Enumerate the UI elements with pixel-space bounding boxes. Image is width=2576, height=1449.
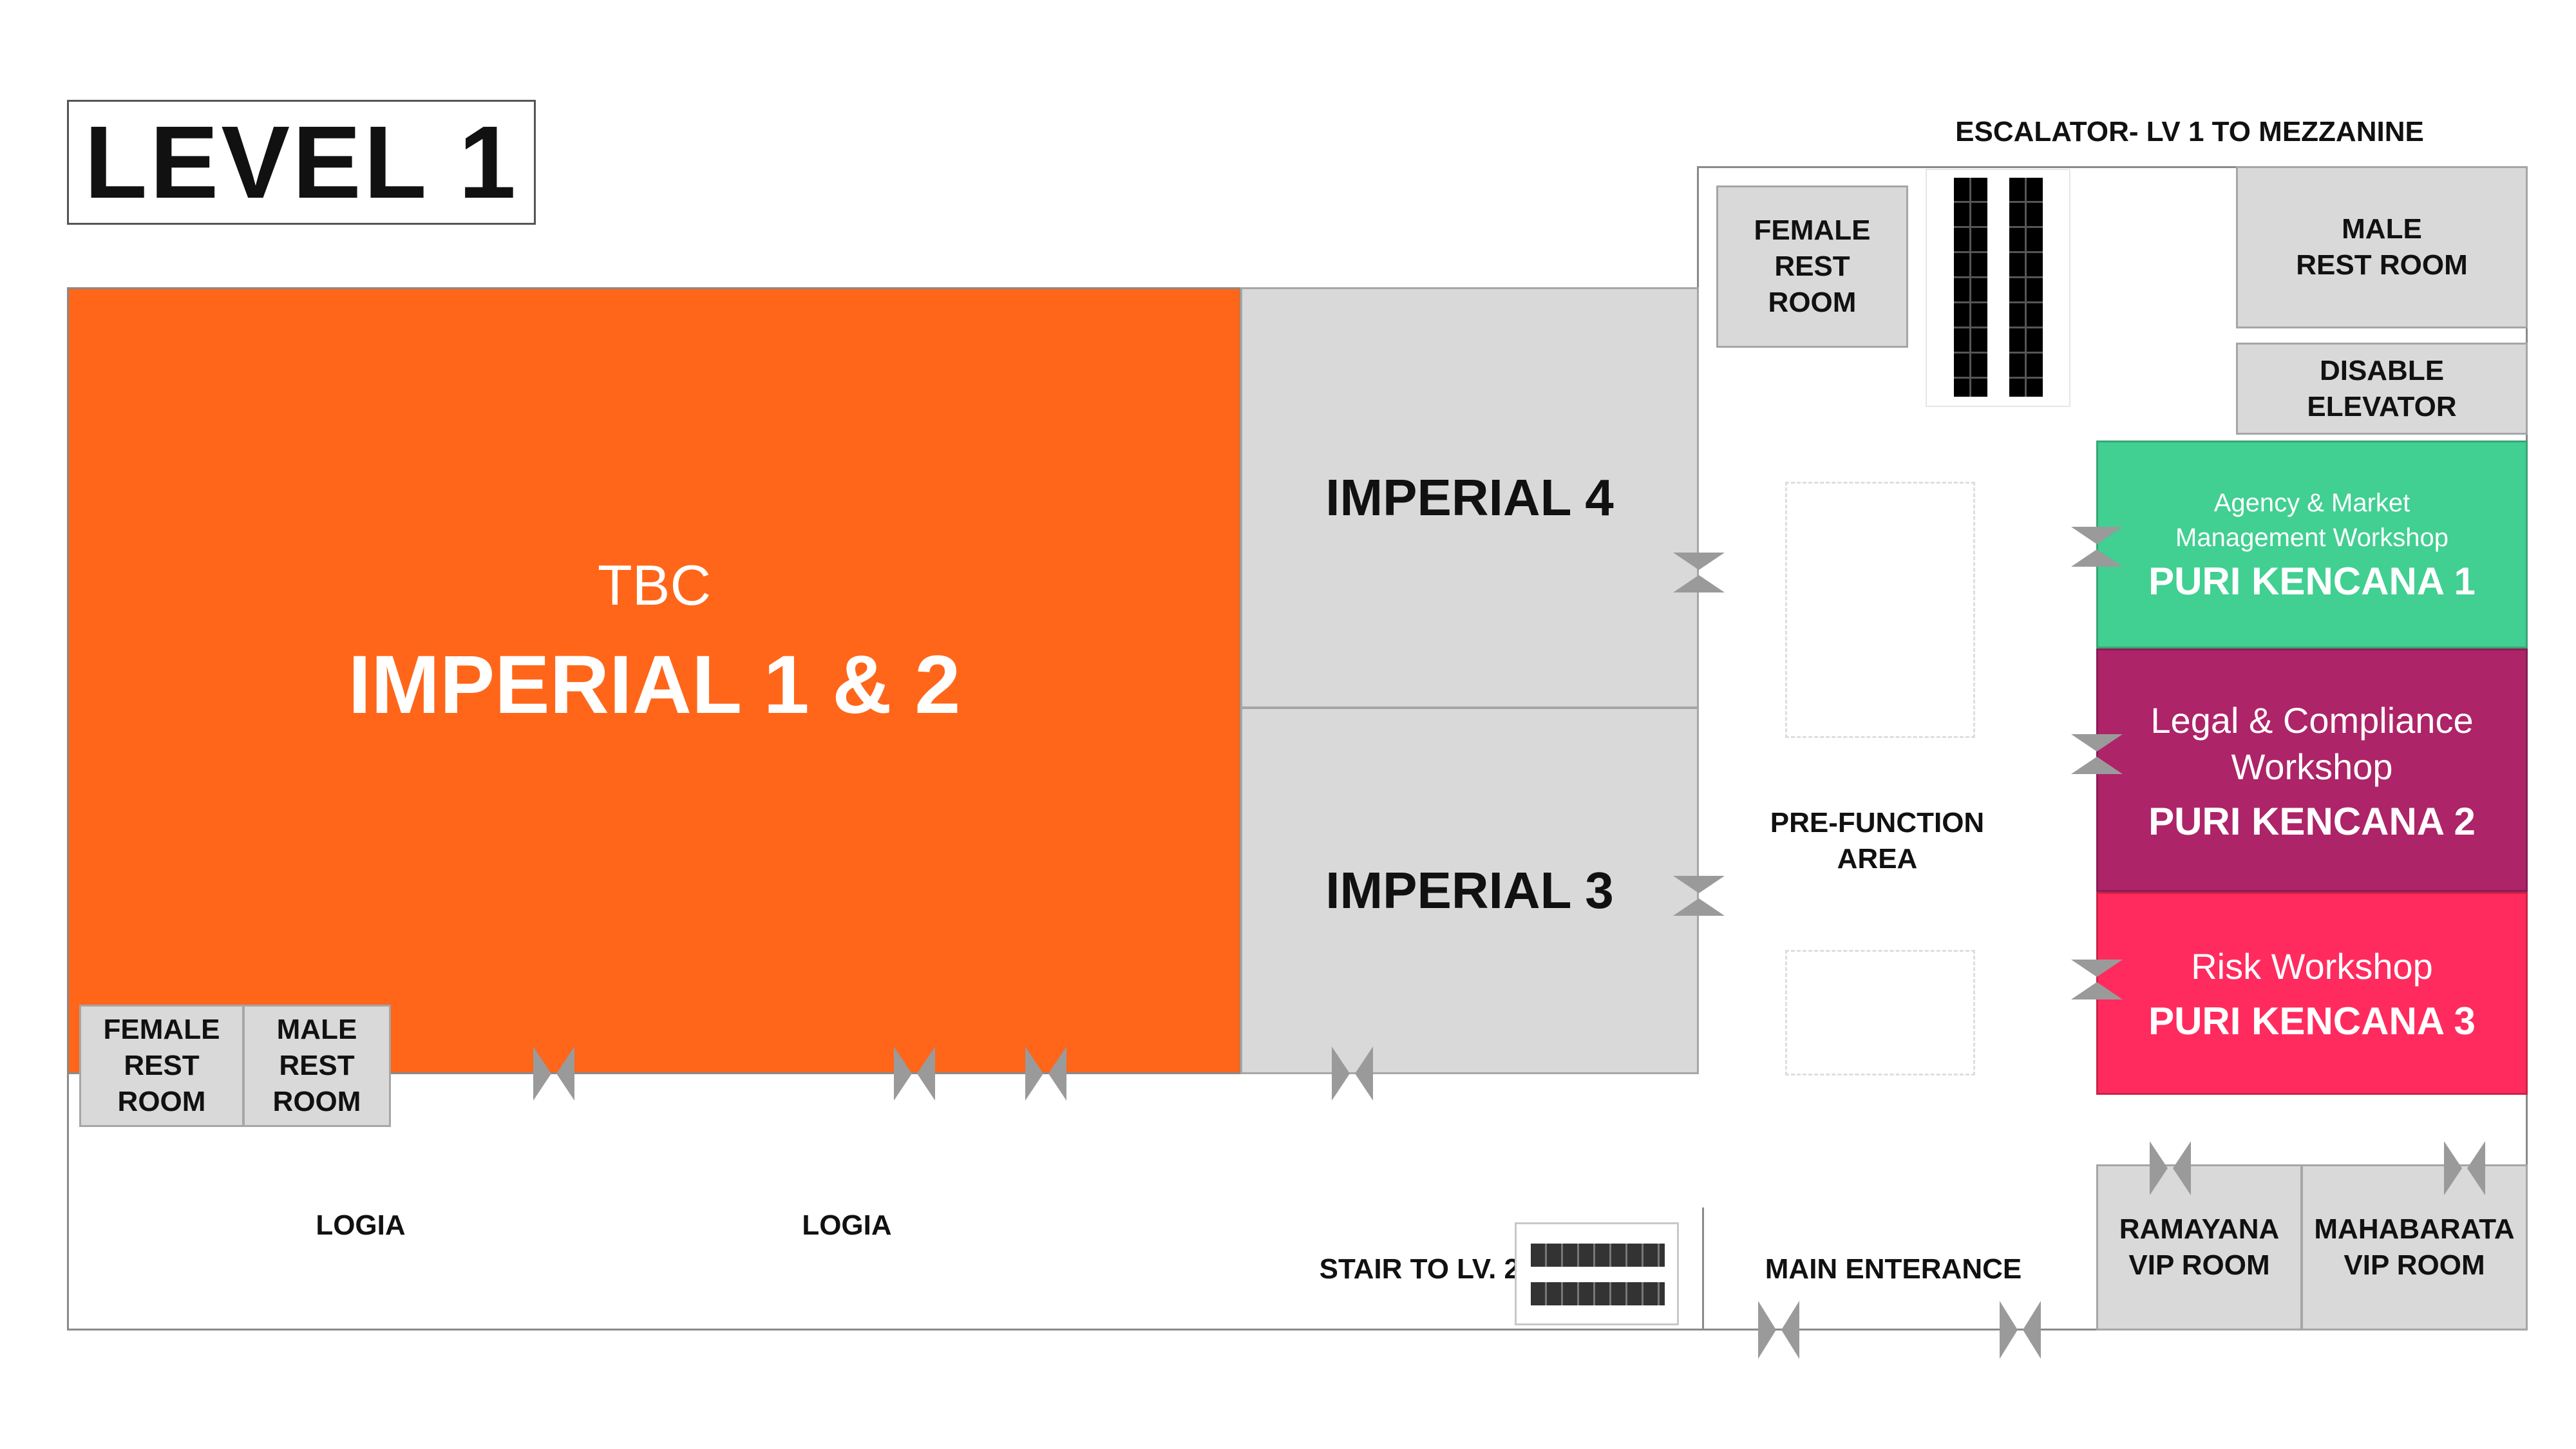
door-icon[interactable]	[2000, 1301, 2041, 1359]
door-icon[interactable]	[2150, 1141, 2191, 1195]
door-icon[interactable]	[2071, 960, 2123, 999]
door-icon[interactable]	[2071, 734, 2123, 774]
door-icon[interactable]	[1332, 1046, 1373, 1101]
main-entrance-label: MAIN ENTERANCE	[1765, 1253, 2022, 1285]
room-puri-kencana-3[interactable]: Risk Workshop PURI KENCANA 3	[2096, 892, 2528, 1095]
puri-kencana-1-event: Agency & Market Management Workshop	[2175, 489, 2448, 552]
ramayana-label: RAMAYANA VIP ROOM	[2119, 1213, 2280, 1281]
room-female-restroom-bottom[interactable]: FEMALE REST ROOM	[79, 1005, 244, 1127]
disable-elevator-label: DISABLE ELEVATOR	[2307, 354, 2457, 422]
room-ramayana-vip[interactable]: RAMAYANA VIP ROOM	[2096, 1164, 2302, 1331]
female-restroom-top-label: FEMALE REST ROOM	[1754, 214, 1871, 318]
stair-steps-lower	[1531, 1282, 1665, 1305]
room-disable-elevator[interactable]: DISABLE ELEVATOR	[2236, 343, 2528, 435]
escalator-steps-right	[2009, 178, 2043, 397]
imperial-1-2-name: IMPERIAL 1 & 2	[348, 638, 961, 731]
logia-right-label: LOGIA	[802, 1209, 892, 1241]
imperial-1-2-status: TBC	[598, 553, 711, 617]
room-puri-kencana-2[interactable]: Legal & Compliance Workshop PURI KENCANA…	[2096, 649, 2528, 892]
door-icon[interactable]	[894, 1046, 935, 1101]
male-restroom-top-label: MALE REST ROOM	[2296, 213, 2468, 281]
puri-kencana-1-name: PURI KENCANA 1	[2148, 560, 2476, 603]
pre-function-area-label: PRE-FUNCTION AREA	[1770, 807, 1985, 875]
mahabarata-label: MAHABARATA VIP ROOM	[2314, 1213, 2515, 1281]
door-icon[interactable]	[1758, 1301, 1799, 1359]
imperial-3-name: IMPERIAL 3	[1325, 862, 1614, 919]
door-icon[interactable]	[533, 1046, 574, 1101]
room-male-restroom-top[interactable]: MALE REST ROOM	[2236, 166, 2528, 328]
room-imperial-4[interactable]: IMPERIAL 4	[1240, 287, 1699, 708]
entrance-divider	[1702, 1208, 1704, 1330]
pre-function-zone-upper	[1785, 482, 1975, 738]
puri-kencana-3-name: PURI KENCANA 3	[2148, 999, 2476, 1043]
puri-kencana-2-event: Legal & Compliance Workshop	[2150, 699, 2474, 787]
room-imperial-1-2[interactable]: TBC IMPERIAL 1 & 2	[67, 287, 1242, 1074]
room-female-restroom-top[interactable]: FEMALE REST ROOM	[1716, 185, 1908, 348]
stair-label: STAIR TO LV. 2	[1319, 1253, 1520, 1285]
imperial-4-name: IMPERIAL 4	[1325, 469, 1614, 526]
escalator-steps-left	[1954, 178, 1987, 397]
puri-kencana-2-name: PURI KENCANA 2	[2148, 799, 2476, 843]
level-title: LEVEL 1	[84, 104, 519, 220]
escalator-label: ESCALATOR- LV 1 TO MEZZANINE	[1955, 116, 2424, 147]
level-title-box: LEVEL 1	[67, 100, 536, 225]
pre-function-zone-lower	[1785, 950, 1975, 1075]
room-puri-kencana-1[interactable]: Agency & Market Management Workshop PURI…	[2096, 440, 2528, 649]
room-male-restroom-bottom[interactable]: MALE REST ROOM	[243, 1005, 391, 1127]
room-mahabarata-vip[interactable]: MAHABARATA VIP ROOM	[2301, 1164, 2528, 1331]
door-icon[interactable]	[1673, 553, 1725, 592]
puri-kencana-3-event: Risk Workshop	[2191, 946, 2433, 987]
door-icon[interactable]	[1673, 876, 1725, 916]
escalator	[1926, 169, 2070, 407]
female-restroom-bottom-label: FEMALE REST ROOM	[103, 1014, 220, 1117]
logia-left-label: LOGIA	[316, 1209, 406, 1241]
room-imperial-3[interactable]: IMPERIAL 3	[1240, 707, 1699, 1074]
door-icon[interactable]	[2444, 1141, 2485, 1195]
stair-steps-upper	[1531, 1244, 1665, 1267]
male-restroom-bottom-label: MALE REST ROOM	[272, 1014, 361, 1117]
door-icon[interactable]	[2071, 527, 2123, 567]
stair-icon	[1515, 1222, 1679, 1325]
door-icon[interactable]	[1025, 1046, 1066, 1101]
